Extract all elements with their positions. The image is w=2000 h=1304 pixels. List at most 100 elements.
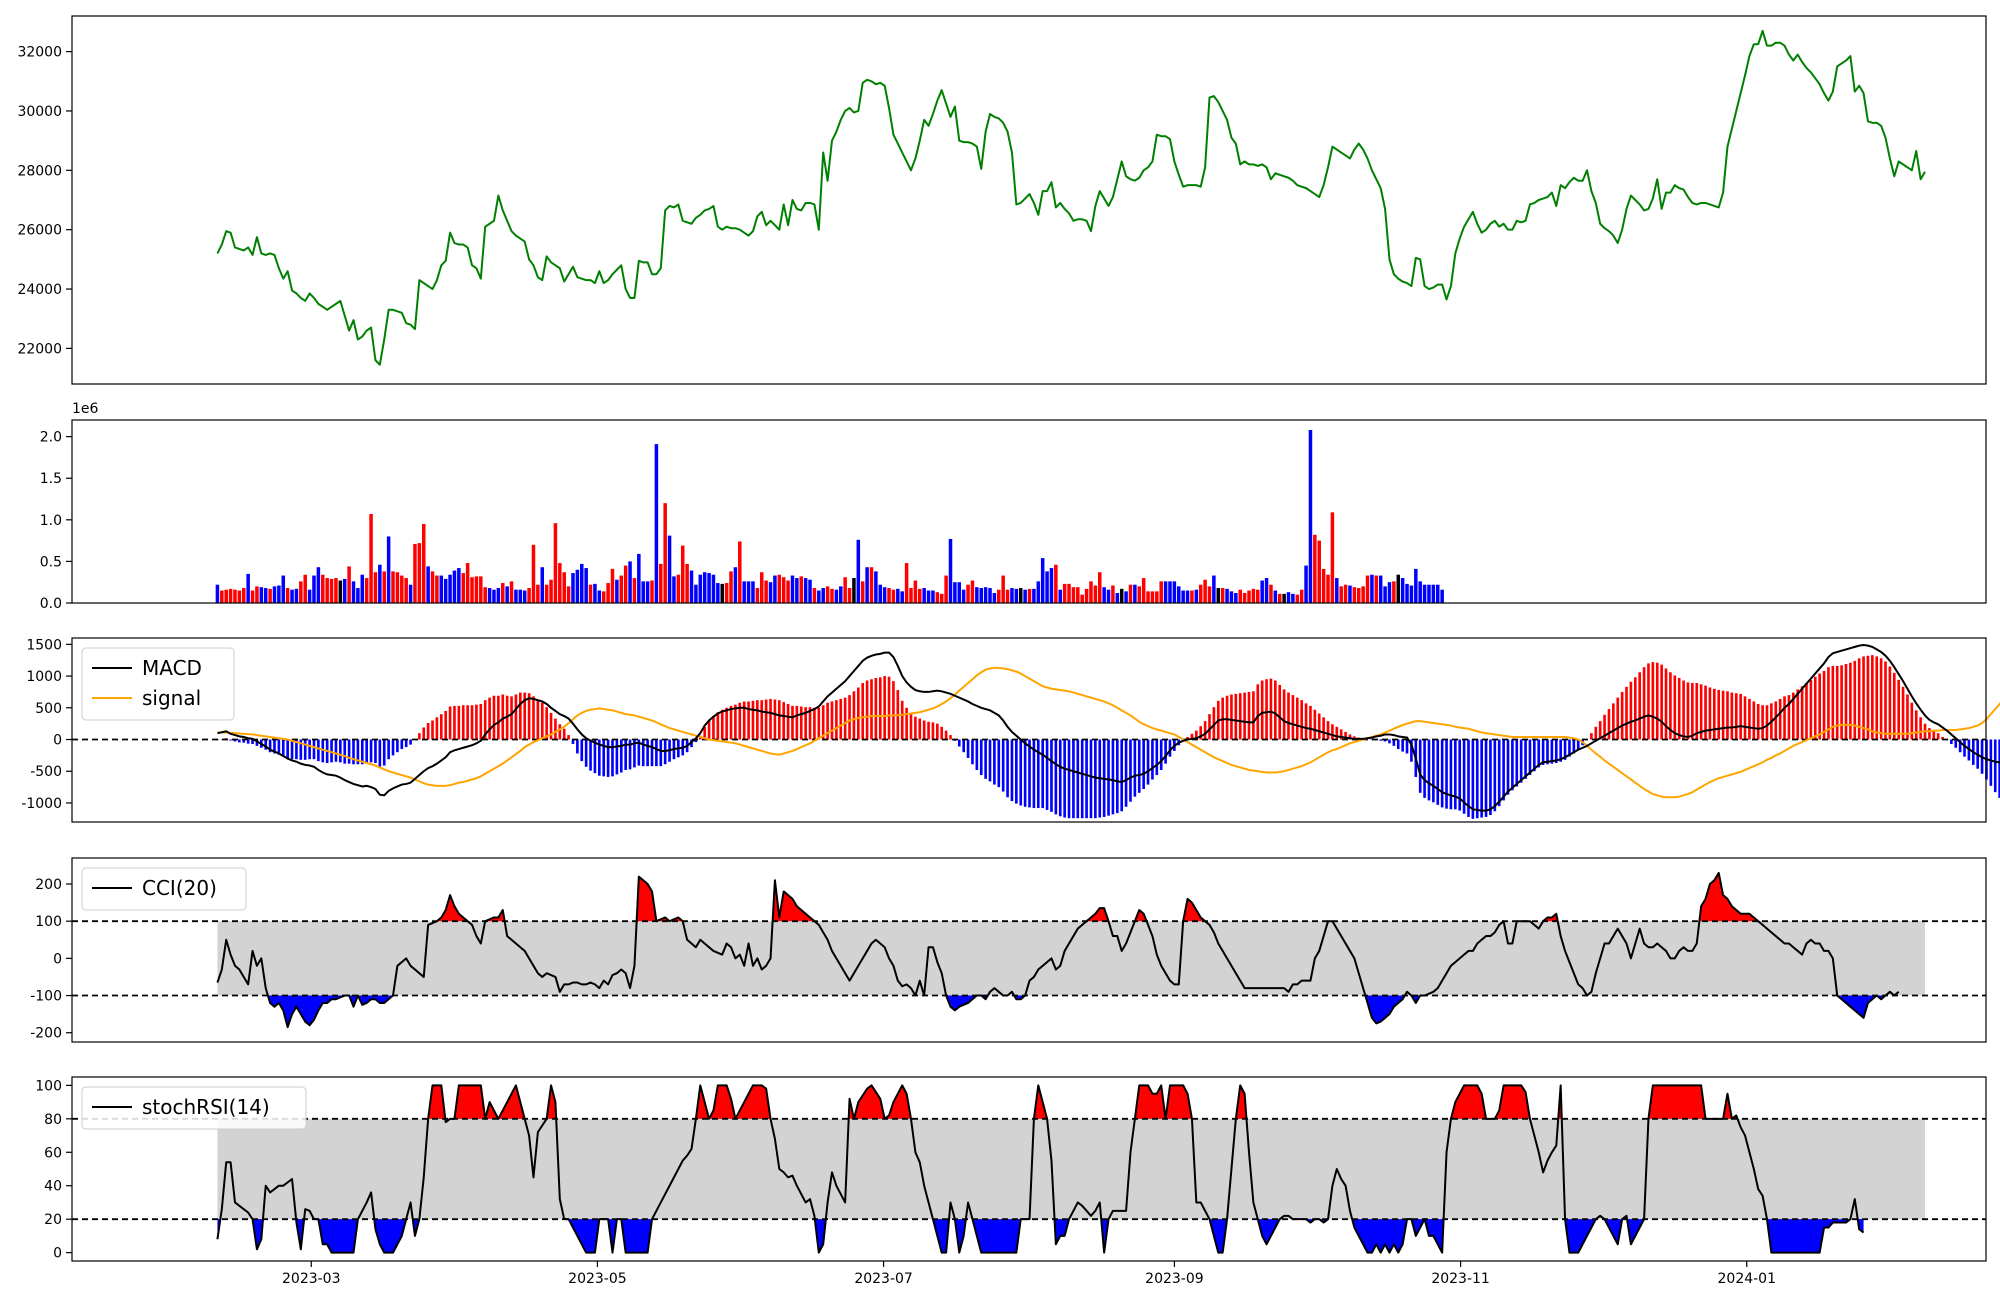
- volume-bar: [865, 567, 869, 603]
- macd-histogram-bar: [1485, 740, 1488, 817]
- macd-histogram-bar: [1120, 740, 1123, 812]
- macd-histogram-bar: [611, 740, 614, 777]
- volume-bar: [1028, 589, 1032, 603]
- macd-histogram-bar: [1125, 740, 1128, 807]
- volume-bar: [361, 575, 365, 603]
- macd-histogram-bar: [818, 708, 821, 740]
- volume-bar: [615, 580, 619, 603]
- macd-histogram-bar: [813, 708, 816, 740]
- macd-histogram-bar: [1379, 740, 1382, 741]
- macd-histogram-bar: [835, 700, 838, 739]
- macd-histogram-bar: [1059, 740, 1062, 817]
- volume-bar: [720, 584, 724, 603]
- volume-bar: [848, 588, 852, 603]
- volume-bar: [220, 591, 224, 603]
- volume-bar: [523, 591, 527, 603]
- volume-bar: [677, 575, 681, 603]
- macd-histogram-bar: [1625, 687, 1628, 740]
- macd-histogram-bar: [238, 740, 241, 743]
- macd-histogram-bar: [1542, 740, 1545, 765]
- stochrsi-overbought-fill: [1451, 1085, 1530, 1118]
- macd-histogram-bar: [949, 735, 952, 739]
- macd-histogram-bar: [1805, 683, 1808, 739]
- y-tick-label: 80: [44, 1112, 62, 1128]
- macd-histogram-bar: [932, 722, 935, 739]
- volume-bar: [778, 575, 782, 603]
- volume-bar: [510, 581, 514, 603]
- macd-histogram-bar: [1695, 683, 1698, 739]
- macd-histogram-bar: [1796, 689, 1799, 739]
- volume-bar: [940, 594, 944, 603]
- macd-histogram-bar: [1814, 677, 1817, 740]
- volume-bar: [216, 585, 220, 603]
- volume-bar: [690, 571, 694, 603]
- macd-histogram-bar: [1823, 671, 1826, 740]
- volume-bar: [1116, 593, 1120, 603]
- volume-bar: [382, 571, 386, 603]
- macd-histogram-bar: [1678, 678, 1681, 740]
- macd-histogram-bar: [870, 679, 873, 739]
- volume-bar: [756, 588, 760, 603]
- macd-histogram-bar: [1608, 709, 1611, 739]
- macd-histogram-bar: [1546, 740, 1549, 765]
- volume-bar: [1405, 584, 1409, 603]
- macd-histogram-bar: [1932, 731, 1935, 739]
- macd-histogram-bar: [1441, 740, 1444, 808]
- volume-bar: [1089, 581, 1093, 603]
- volume-bar: [1230, 591, 1234, 603]
- macd-histogram-bar: [1810, 680, 1813, 740]
- macd-histogram-bar: [1919, 717, 1922, 739]
- macd-histogram-bar: [1397, 740, 1400, 750]
- volume-bar: [646, 581, 650, 603]
- volume-bar: [962, 590, 966, 603]
- volume-bar: [874, 571, 878, 603]
- y-tick-label: 1500: [26, 637, 62, 653]
- volume-bar: [975, 587, 979, 603]
- macd-histogram-bar: [1682, 681, 1685, 740]
- volume-bar: [795, 578, 799, 603]
- macd-histogram-bar: [1300, 700, 1303, 739]
- volume-bar: [1164, 581, 1168, 603]
- volume-bar: [369, 514, 373, 603]
- volume-bar: [1168, 581, 1172, 603]
- macd-histogram-bar: [1156, 740, 1159, 776]
- volume-bar: [606, 583, 610, 603]
- macd-histogram-bar: [317, 740, 320, 762]
- macd-histogram-bar: [488, 698, 491, 740]
- macd-histogram-bar: [1002, 740, 1005, 792]
- macd-histogram-bar: [1055, 740, 1058, 815]
- volume-bar: [1133, 585, 1137, 603]
- macd-histogram-bar: [844, 698, 847, 740]
- macd-histogram-bar: [1011, 740, 1014, 802]
- volume-bar: [1287, 592, 1291, 603]
- stochrsi-oversold-fill: [1767, 1219, 1850, 1252]
- volume-bar: [826, 586, 830, 603]
- volume-bar: [1080, 595, 1084, 603]
- legend: CCI(20): [82, 868, 246, 910]
- macd-histogram-bar: [1515, 740, 1518, 787]
- macd-histogram-bar: [1507, 740, 1510, 795]
- macd-histogram-bar: [1884, 661, 1887, 739]
- macd-histogram-bar: [616, 740, 619, 775]
- volume-bar: [1124, 591, 1128, 603]
- volume-bar: [804, 578, 808, 603]
- macd-histogram-bar: [594, 740, 597, 774]
- macd-histogram-bar: [1335, 727, 1338, 740]
- volume-bar: [404, 578, 408, 603]
- macd-histogram-bar: [409, 740, 412, 745]
- macd-histogram-bar: [1006, 740, 1009, 798]
- macd-histogram-bar: [308, 740, 311, 760]
- macd-histogram-bar: [1094, 740, 1097, 819]
- y-tick-label: 32000: [17, 45, 62, 61]
- volume-bar: [1045, 571, 1049, 603]
- macd-histogram-bar: [1897, 680, 1900, 740]
- volume-bar: [1357, 588, 1361, 603]
- volume-bar: [681, 546, 685, 603]
- macd-histogram-bar: [1472, 740, 1475, 819]
- volume-bar: [1353, 587, 1357, 603]
- volume-bar: [958, 582, 962, 603]
- volume-bar: [501, 583, 505, 603]
- volume-bar: [1098, 572, 1102, 603]
